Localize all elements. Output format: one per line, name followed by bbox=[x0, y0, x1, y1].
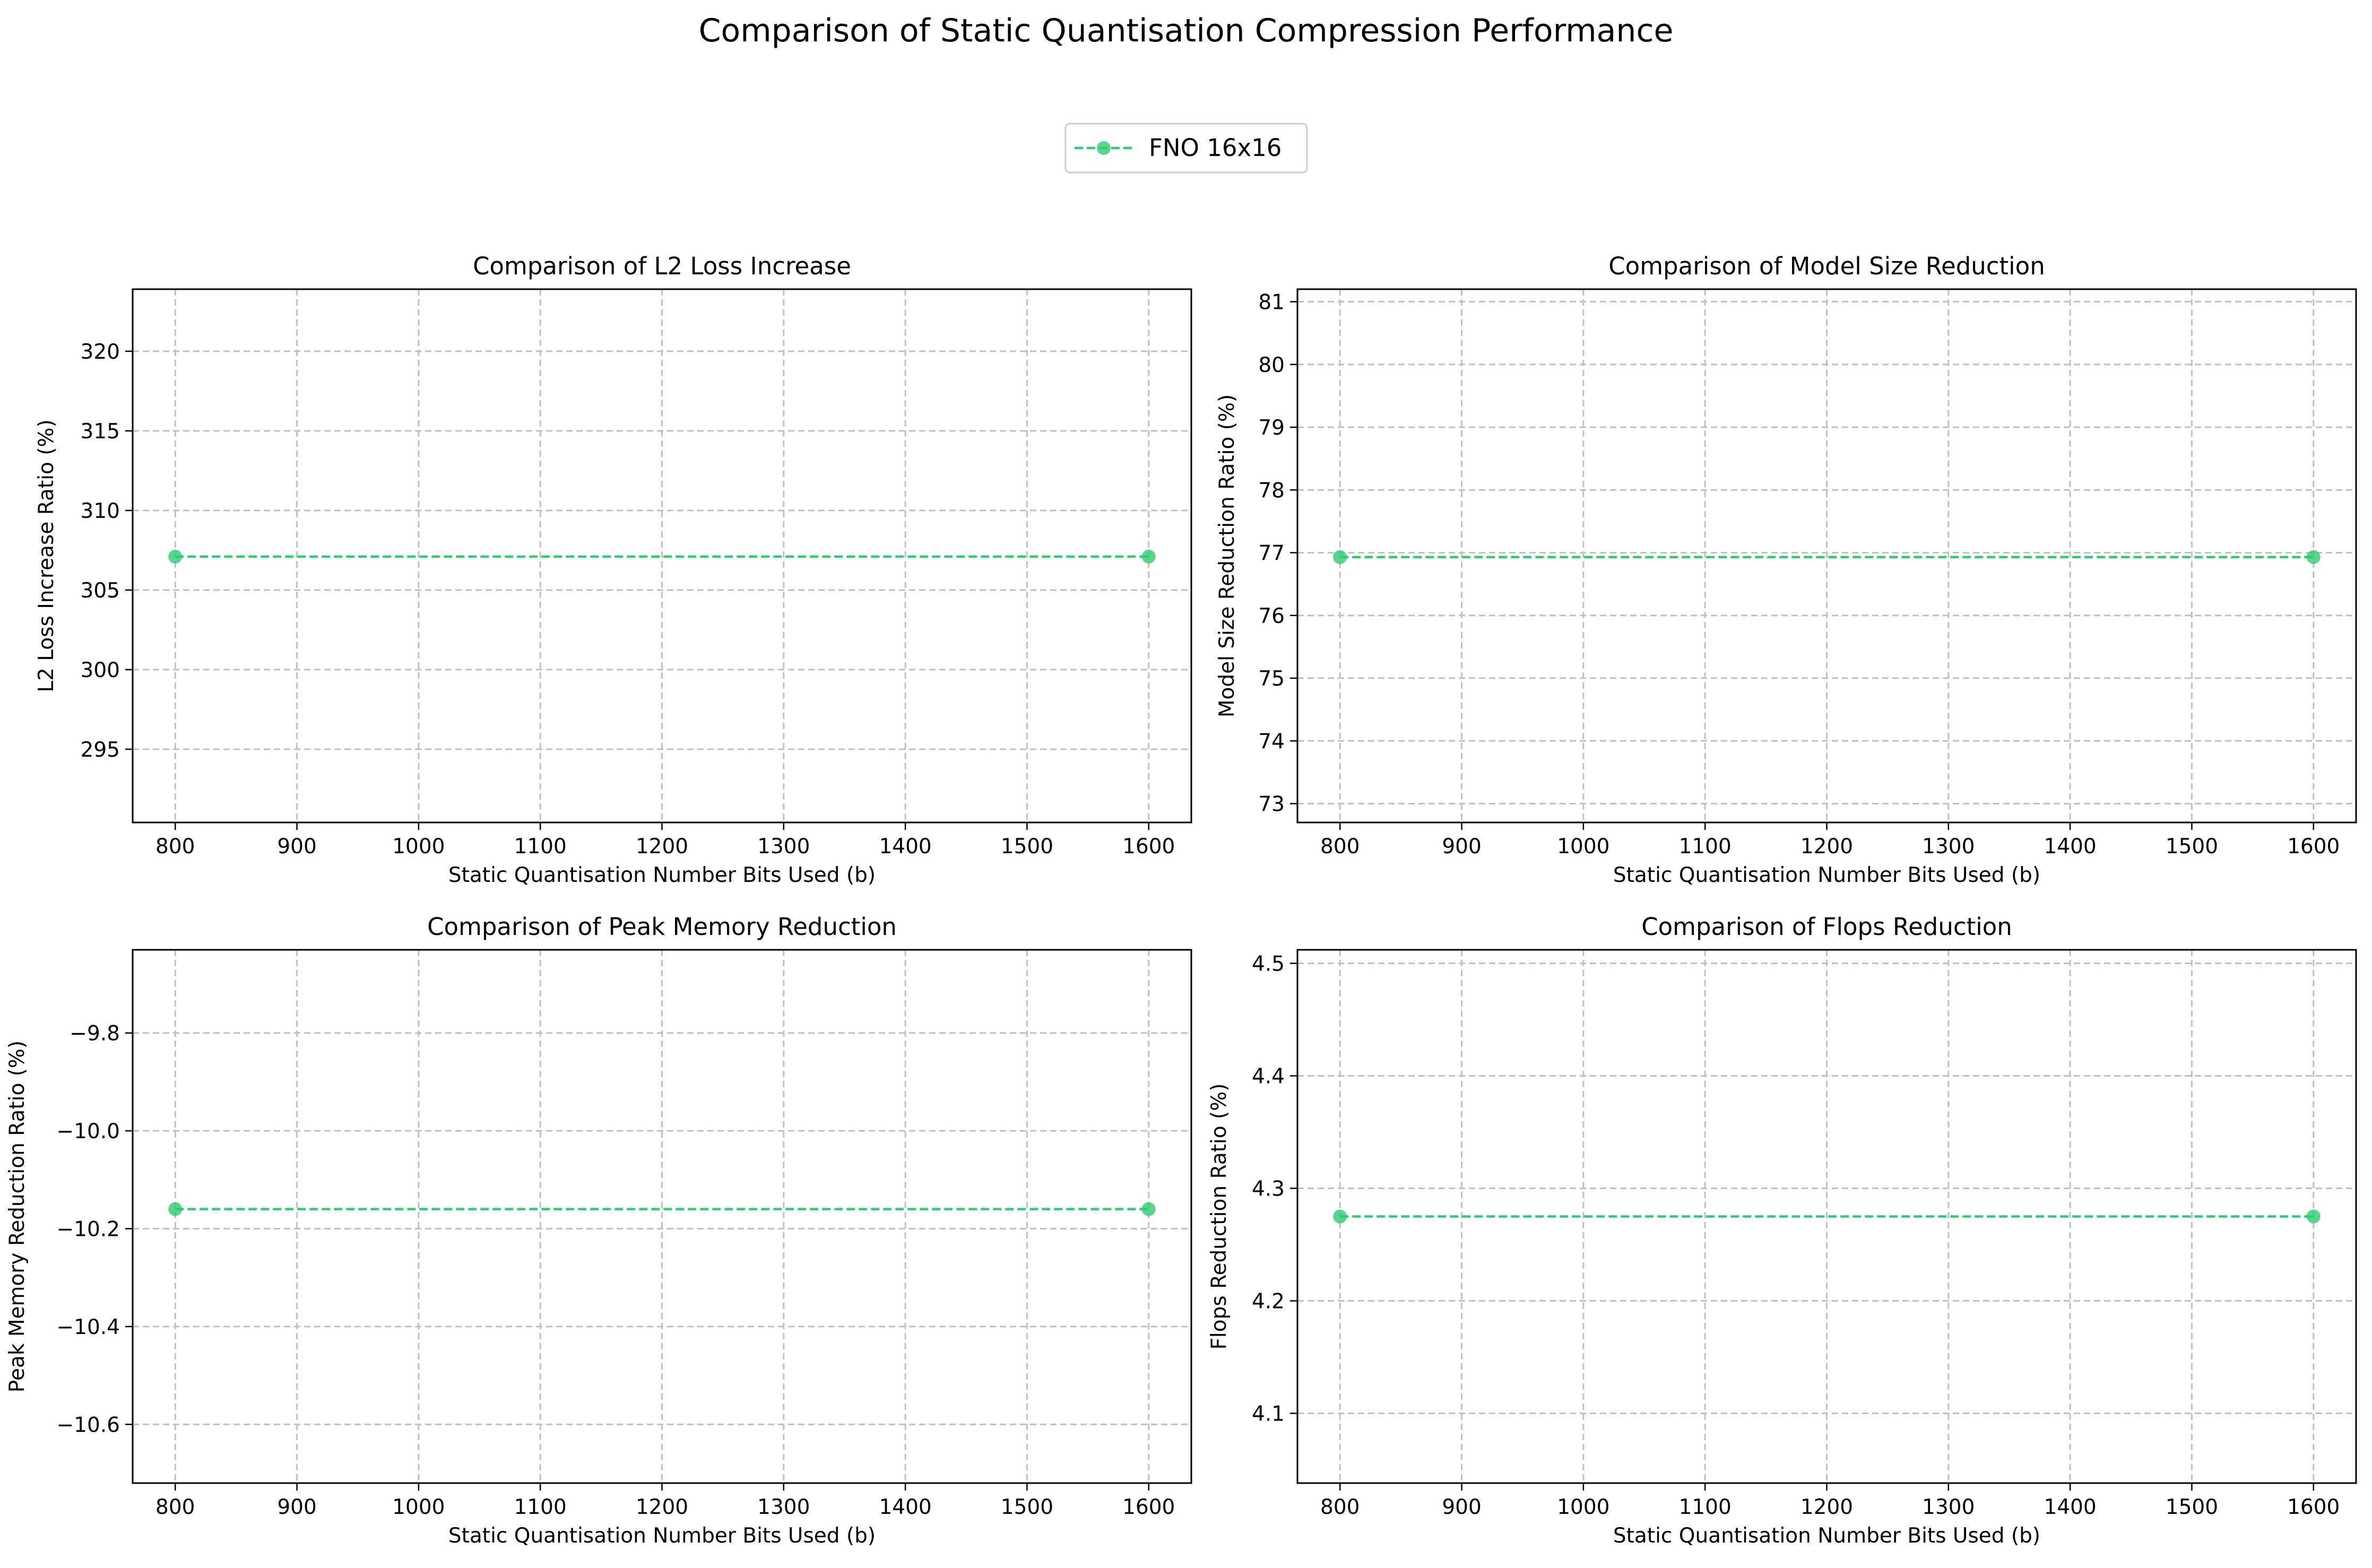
x-tick-label: 900 bbox=[1442, 1495, 1481, 1519]
x-tick-label: 1500 bbox=[1001, 835, 1053, 859]
axes-frame bbox=[132, 949, 1192, 1484]
subplot-1: 800 900 1000 1100 1200 1300 1400 1500 1600 295 300… bbox=[34, 252, 1192, 887]
x-tick-label: 1100 bbox=[1679, 835, 1732, 859]
x-tick-label: 800 bbox=[155, 1495, 195, 1519]
subplot-title: Comparison of L2 Loss Increase bbox=[473, 252, 851, 280]
y-tick-label: 77 bbox=[1258, 542, 1285, 566]
data-point bbox=[168, 550, 183, 564]
y-tick-label: 320 bbox=[81, 340, 120, 364]
x-tick-label: 1100 bbox=[514, 1495, 567, 1519]
y-tick-label: 315 bbox=[81, 420, 120, 444]
y-tick-label: 80 bbox=[1258, 353, 1285, 377]
y-tick-label: 305 bbox=[81, 579, 120, 603]
y-tick-label: 310 bbox=[81, 499, 120, 523]
x-tick-label: 1000 bbox=[1557, 1495, 1609, 1519]
axes-frame bbox=[1296, 288, 2357, 824]
y-tick-label: 81 bbox=[1258, 291, 1285, 315]
axes-frame bbox=[1296, 949, 2357, 1484]
y-axis-label: Model Size Reduction Ratio (%) bbox=[1215, 394, 1239, 717]
y-tick-label: −10.0 bbox=[56, 1120, 120, 1143]
data-point bbox=[2306, 1209, 2321, 1224]
x-tick-label: 1300 bbox=[1922, 835, 1975, 859]
y-tick-label: 78 bbox=[1258, 479, 1285, 503]
subplots: 800 900 1000 1100 1200 1300 1400 1500 1600 295 300… bbox=[5, 252, 2357, 1548]
x-tick-label: 1600 bbox=[1122, 835, 1175, 859]
y-tick-label: 4.2 bbox=[1252, 1290, 1285, 1314]
legend-frame bbox=[1064, 123, 1308, 174]
x-tick-label: 1400 bbox=[879, 835, 931, 859]
x-tick-label: 900 bbox=[1442, 835, 1481, 859]
data-point bbox=[168, 1202, 183, 1216]
y-tick-label: −10.2 bbox=[56, 1218, 120, 1242]
x-tick-label: 1400 bbox=[2044, 835, 2096, 859]
x-axis-label: Static Quantisation Number Bits Used (b) bbox=[1613, 1524, 2040, 1548]
x-tick-label: 1600 bbox=[2287, 835, 2340, 859]
y-axis-label: Peak Memory Reduction Ratio (%) bbox=[5, 1041, 29, 1392]
axes-frame bbox=[132, 288, 1192, 824]
x-tick-label: 900 bbox=[277, 1495, 316, 1519]
data-point bbox=[1333, 550, 1347, 564]
x-tick-label: 1400 bbox=[2044, 1495, 2096, 1519]
y-tick-label: 4.3 bbox=[1252, 1177, 1285, 1201]
x-tick-label: 1000 bbox=[1557, 835, 1609, 859]
x-tick-label: 1100 bbox=[1679, 1495, 1732, 1519]
x-tick-label: 1500 bbox=[2166, 835, 2218, 859]
legend-series-marker bbox=[1097, 141, 1111, 155]
data-point bbox=[2306, 550, 2321, 564]
subplot-title: Comparison of Peak Memory Reduction bbox=[427, 913, 897, 941]
subplot-title: Comparison of Flops Reduction bbox=[1641, 913, 2012, 941]
y-tick-label: 300 bbox=[81, 659, 120, 682]
x-axis-label: Static Quantisation Number Bits Used (b) bbox=[1613, 863, 2040, 887]
y-axis-label: L2 Loss Increase Ratio (%) bbox=[34, 419, 58, 692]
y-tick-label: 295 bbox=[81, 738, 120, 762]
x-tick-label: 1300 bbox=[757, 835, 810, 859]
subplot-2: 800 900 1000 1100 1200 1300 1400 1500 1600 73 74 75… bbox=[1215, 252, 2357, 887]
x-tick-label: 1400 bbox=[879, 1495, 931, 1519]
x-tick-label: 1600 bbox=[1122, 1495, 1175, 1519]
y-tick-label: 4.1 bbox=[1252, 1402, 1285, 1426]
x-tick-label: 1500 bbox=[2166, 1495, 2218, 1519]
x-tick-label: 1200 bbox=[636, 1495, 688, 1519]
x-tick-label: 1600 bbox=[2287, 1495, 2340, 1519]
x-axis-label: Static Quantisation Number Bits Used (b) bbox=[448, 1524, 876, 1548]
y-axis-label: Flops Reduction Ratio (%) bbox=[1207, 1084, 1231, 1350]
x-tick-label: 1500 bbox=[1001, 1495, 1053, 1519]
x-tick-label: 1100 bbox=[514, 835, 567, 859]
y-tick-label: 4.5 bbox=[1252, 952, 1285, 976]
y-tick-label: 74 bbox=[1258, 730, 1285, 753]
y-tick-label: 73 bbox=[1258, 793, 1285, 817]
x-tick-label: 1000 bbox=[392, 835, 445, 859]
x-tick-label: 800 bbox=[1320, 835, 1360, 859]
legend: FNO 16x16 bbox=[1064, 123, 1308, 174]
subplot-3: 800 900 1000 1100 1200 1300 1400 1500 1600 −10.6 −… bbox=[5, 913, 1192, 1548]
x-tick-label: 1300 bbox=[1922, 1495, 1975, 1519]
x-tick-label: 1200 bbox=[1800, 1495, 1853, 1519]
y-tick-label: 75 bbox=[1258, 667, 1285, 691]
figure-title: Comparison of Static Quantisation Compre… bbox=[699, 12, 1674, 49]
x-tick-label: 900 bbox=[277, 835, 316, 859]
x-tick-label: 1200 bbox=[636, 835, 688, 859]
x-tick-label: 1200 bbox=[1800, 835, 1853, 859]
x-axis-label: Static Quantisation Number Bits Used (b) bbox=[448, 863, 876, 887]
legend-series-label: FNO 16x16 bbox=[1149, 134, 1282, 162]
y-tick-label: 76 bbox=[1258, 604, 1285, 628]
subplot-title: Comparison of Model Size Reduction bbox=[1608, 252, 2045, 280]
x-tick-label: 800 bbox=[1320, 1495, 1360, 1519]
data-point bbox=[1141, 550, 1156, 564]
data-point bbox=[1141, 1202, 1156, 1216]
y-tick-label: −9.8 bbox=[70, 1022, 120, 1046]
x-tick-label: 1300 bbox=[757, 1495, 810, 1519]
x-tick-label: 800 bbox=[155, 835, 195, 859]
y-tick-label: −10.4 bbox=[56, 1315, 120, 1339]
subplot-4: 800 900 1000 1100 1200 1300 1400 1500 1600 4.1 4.2… bbox=[1207, 913, 2357, 1548]
y-tick-label: 4.4 bbox=[1252, 1064, 1285, 1088]
y-tick-label: −10.6 bbox=[56, 1413, 120, 1437]
data-point bbox=[1333, 1209, 1347, 1224]
y-tick-label: 79 bbox=[1258, 416, 1285, 440]
x-tick-label: 1000 bbox=[392, 1495, 445, 1519]
